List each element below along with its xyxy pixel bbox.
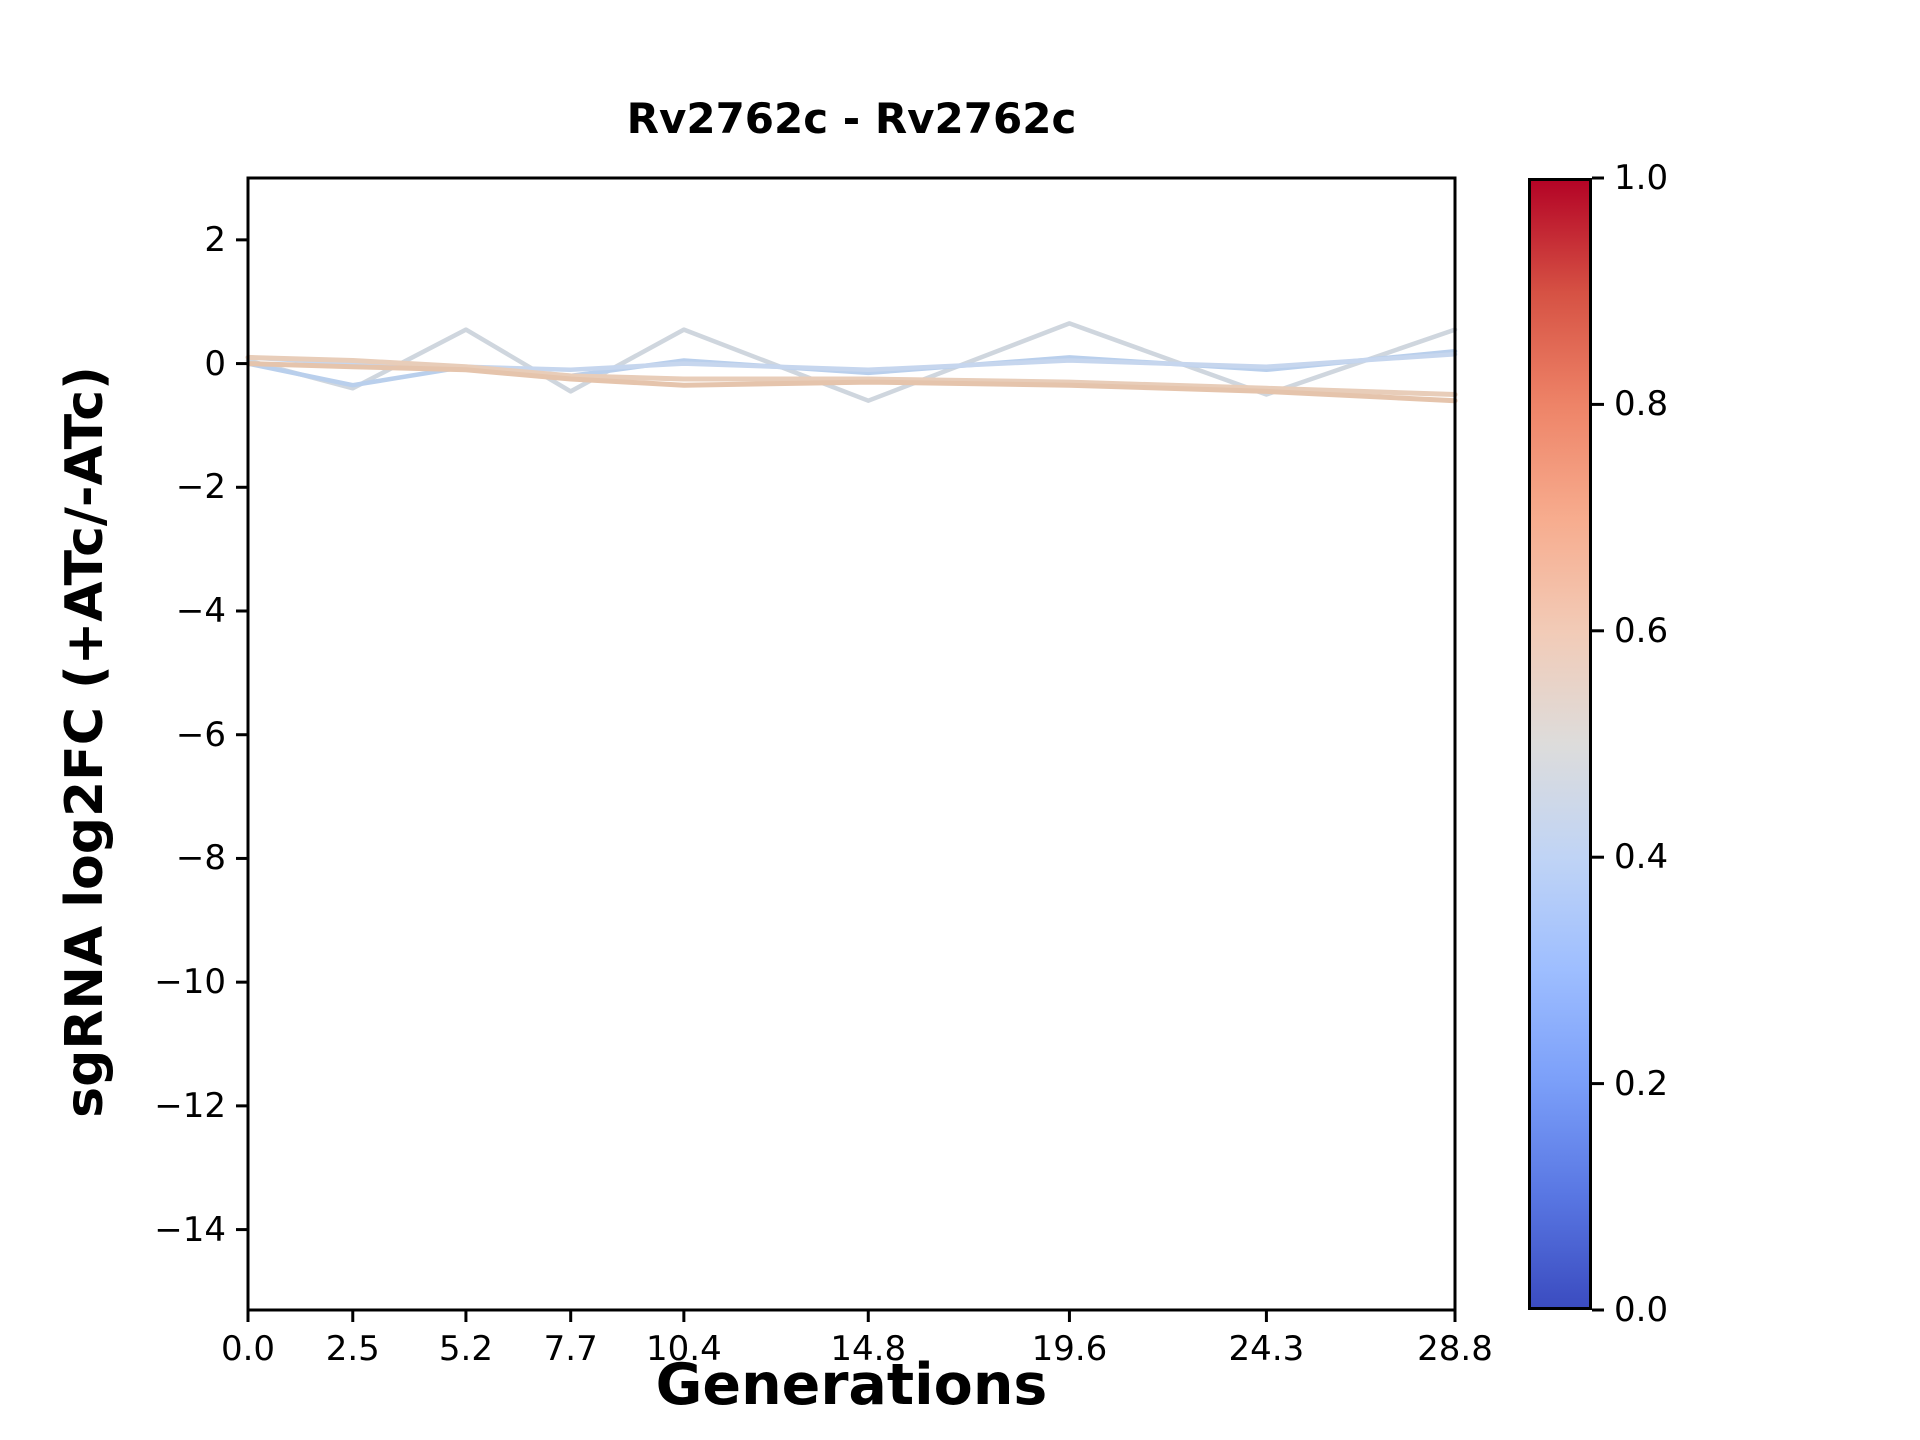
colorbar [1528,178,1592,1310]
x-tick-label: 7.7 [543,1329,598,1369]
colorbar-tick-label: 0.0 [1614,1290,1669,1330]
y-tick-label: −8 [175,838,226,879]
x-tick-label: 10.4 [646,1329,722,1369]
x-tick-label: 5.2 [438,1329,493,1369]
x-tick-label: 14.8 [830,1329,907,1369]
y-tick-label: 0 [204,343,226,384]
y-tick-label: −2 [175,467,226,508]
x-tick-label: 24.3 [1228,1329,1305,1369]
colorbar-tick-label: 0.8 [1614,384,1669,425]
y-tick-label: 2 [204,219,226,260]
chart-title: Rv2762c - Rv2762c [626,94,1077,143]
colorbar-tick-label: 0.2 [1614,1063,1669,1104]
x-tick-label: 0.0 [220,1329,276,1369]
y-tick-label: −12 [154,1085,226,1126]
y-axis-label: sgRNA log2FC (+ATc/-ATc) [55,366,115,1118]
x-axis-label: Generations [655,1352,1048,1418]
plot-border [246,176,1457,1312]
colorbar-tick-label: 0.4 [1614,837,1669,878]
y-tick-label: −6 [175,714,226,755]
x-tick-label: 19.6 [1031,1329,1108,1369]
series-line [245,361,1458,404]
series-line [245,354,1458,397]
y-tick-label: −4 [175,591,226,631]
y-tick-label: −14 [154,1209,226,1250]
x-tick-label: 28.8 [1417,1329,1493,1369]
colorbar-tick-label: 1.0 [1614,158,1669,198]
colorbar-tick-label: 0.6 [1614,610,1669,651]
x-tick-label: 2.5 [325,1329,380,1369]
y-tick-label: −10 [154,962,226,1003]
